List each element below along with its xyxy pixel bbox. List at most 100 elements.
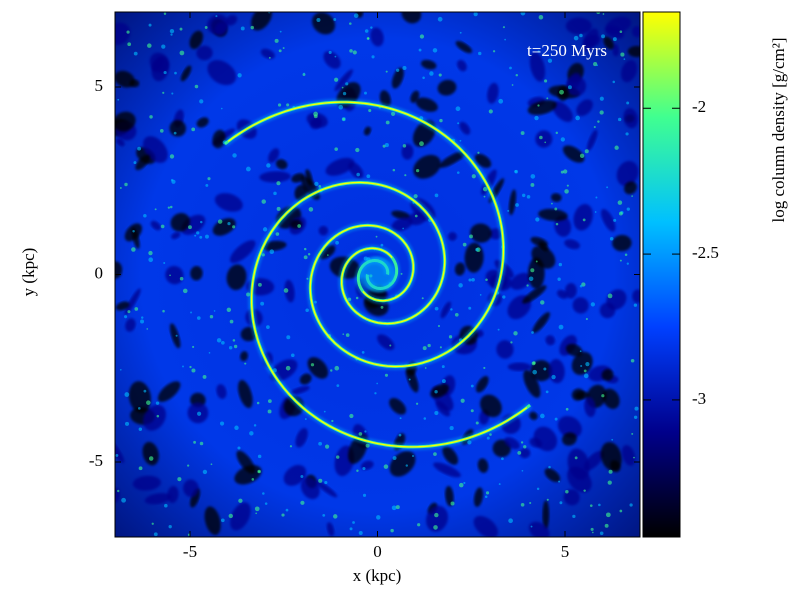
filament: [537, 50, 540, 53]
filament: [163, 12, 167, 16]
filament: [261, 199, 266, 204]
filament: [220, 107, 223, 110]
filament: [140, 319, 145, 324]
void: [401, 143, 414, 160]
filament: [475, 421, 479, 425]
filament: [434, 306, 439, 311]
void: [370, 27, 384, 47]
filament: [251, 478, 255, 481]
filament: [573, 35, 579, 41]
filament: [629, 503, 633, 507]
filament: [559, 501, 563, 505]
void: [283, 464, 307, 486]
filament: [547, 58, 553, 63]
colorbar: [642, 11, 681, 538]
filament: [580, 364, 583, 368]
density-map: [115, 12, 640, 537]
filament: [151, 522, 154, 525]
filament: [179, 27, 183, 31]
filament: [353, 13, 359, 18]
void: [171, 232, 181, 240]
filament: [276, 206, 281, 211]
filament: [368, 108, 372, 113]
filament: [485, 278, 488, 282]
filament: [485, 491, 490, 495]
filament: [530, 525, 533, 528]
void: [115, 70, 136, 88]
filament: [535, 260, 538, 263]
filament: [460, 398, 465, 403]
void: [487, 82, 499, 104]
filament: [483, 195, 486, 198]
void: [144, 493, 172, 505]
filament: [335, 455, 340, 459]
filament: [558, 262, 563, 267]
filament: [619, 509, 623, 513]
filament: [626, 262, 629, 265]
void: [582, 28, 599, 51]
void: [573, 203, 593, 231]
void: [157, 381, 181, 402]
void: [496, 340, 514, 359]
filament: [362, 493, 367, 497]
filament: [551, 202, 553, 205]
filament: [560, 170, 564, 174]
filament: [138, 466, 143, 471]
filament: [404, 174, 407, 177]
filament: [274, 38, 279, 43]
filament: [148, 23, 152, 27]
void: [142, 441, 159, 466]
filament: [421, 297, 424, 300]
void: [601, 369, 614, 381]
filament: [179, 276, 184, 281]
filament: [634, 406, 639, 411]
filament: [520, 502, 525, 507]
filament: [199, 99, 204, 104]
filament: [564, 189, 569, 194]
filament: [191, 127, 196, 132]
filament: [334, 55, 337, 58]
filament: [333, 514, 338, 519]
filament: [278, 49, 282, 53]
colorbar-tick-label: -3: [692, 389, 706, 408]
void: [522, 285, 547, 304]
filament: [471, 174, 476, 179]
filament: [389, 344, 392, 347]
filament: [543, 367, 547, 371]
filament: [119, 187, 122, 189]
filament: [520, 441, 524, 444]
void: [474, 153, 492, 168]
filament: [484, 495, 488, 499]
filament: [253, 424, 257, 427]
filament: [565, 489, 569, 494]
filament: [127, 310, 131, 314]
filament: [333, 18, 337, 21]
void: [605, 25, 624, 39]
filament: [279, 30, 282, 33]
filament: [194, 84, 199, 89]
void: [473, 515, 498, 537]
void: [389, 397, 407, 415]
filament: [362, 466, 366, 471]
filament: [334, 147, 338, 151]
filament: [517, 451, 522, 455]
filament: [458, 283, 463, 288]
filament: [489, 433, 492, 436]
void: [530, 236, 549, 247]
filament: [402, 65, 407, 71]
filament: [267, 409, 272, 414]
filament: [424, 367, 427, 369]
filament: [507, 209, 510, 212]
void: [116, 138, 125, 147]
filament: [361, 350, 365, 354]
filament: [608, 469, 613, 474]
filament: [322, 513, 326, 517]
filament: [192, 345, 195, 349]
filament: [177, 477, 182, 482]
filament: [209, 314, 214, 319]
filament: [307, 253, 311, 256]
filament: [163, 262, 166, 265]
void: [226, 264, 247, 291]
filament: [539, 135, 543, 140]
filament: [390, 528, 394, 533]
